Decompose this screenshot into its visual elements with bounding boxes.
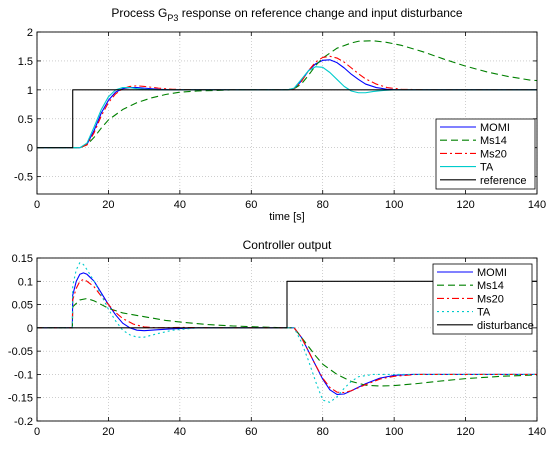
- x-axis-label: time [s]: [269, 211, 304, 223]
- legend-label-ms20: Ms20: [477, 293, 504, 305]
- y-tick-label: 0.1: [18, 276, 33, 288]
- y-tick-label: -0.1: [14, 369, 33, 381]
- legend-label-disturbance: disturbance: [477, 320, 534, 332]
- legend-label-momi: MOMI: [477, 267, 507, 279]
- x-tick-label: 100: [385, 426, 403, 438]
- y-tick-label: 1: [27, 85, 33, 97]
- series-line-ta: [37, 66, 537, 149]
- x-tick-label: 80: [317, 199, 329, 211]
- y-tick-label: 0.05: [12, 300, 33, 312]
- x-tick-label: 60: [245, 426, 257, 438]
- legend-label-ta: TA: [480, 162, 494, 174]
- y-tick-label: -0.2: [14, 416, 33, 428]
- axes-box: [36, 31, 538, 195]
- chart-1: 0 20 40 60 80 100 120 140 -0.5 0 0.5 1 1.5 2 Process G…: [14, 6, 546, 223]
- y-tick-label: 2: [27, 27, 33, 39]
- x-tick-label: 40: [174, 426, 186, 438]
- chart-2: 0 20 40 60 80 100 120 140 -0.2 -0.15 -0.1 -0.05 0 0.0…: [8, 238, 546, 438]
- y-tick-label: 1.5: [18, 56, 33, 68]
- x-tick-label: 120: [456, 199, 474, 211]
- series-line-disturbance: [37, 280, 537, 329]
- x-tick-label: 140: [528, 199, 546, 211]
- legend-box: [435, 118, 536, 190]
- x-tick-label: 60: [245, 199, 257, 211]
- x-tick-label: 120: [456, 426, 474, 438]
- y-tick-label: 0: [27, 143, 33, 155]
- chart-title: Process GP3 response on reference change…: [111, 6, 463, 23]
- x-tick-label: 20: [102, 426, 114, 438]
- y-tick-label: 0: [27, 323, 33, 335]
- legend-box: [432, 263, 533, 335]
- x-tick-label: 80: [317, 426, 329, 438]
- x-tick-label: 100: [385, 199, 403, 211]
- y-tick-label: 0.15: [12, 253, 33, 265]
- legend-label-ms14: Ms14: [477, 280, 504, 292]
- legend-label-ta: TA: [477, 307, 491, 319]
- series-line-ms20: [37, 55, 537, 149]
- legend-label-ms14: Ms14: [480, 135, 507, 147]
- y-tick-label: -0.05: [8, 346, 33, 358]
- y-tick-label: 0.5: [18, 114, 33, 126]
- y-tick-label: -0.5: [14, 172, 33, 184]
- x-tick-label: 20: [102, 199, 114, 211]
- y-tick-label: -0.15: [8, 393, 33, 405]
- chart-title: Controller output: [243, 238, 332, 252]
- series-line-reference: [37, 89, 537, 149]
- legend-label-momi: MOMI: [480, 122, 510, 134]
- legend-label-ms20: Ms20: [480, 148, 507, 160]
- legend-label-reference: reference: [480, 175, 526, 187]
- x-tick-label: 0: [34, 199, 40, 211]
- x-tick-label: 40: [174, 199, 186, 211]
- series-line-ta: [37, 262, 537, 403]
- x-tick-label: 140: [528, 426, 546, 438]
- axes-box: [36, 257, 538, 422]
- x-tick-label: 0: [34, 426, 40, 438]
